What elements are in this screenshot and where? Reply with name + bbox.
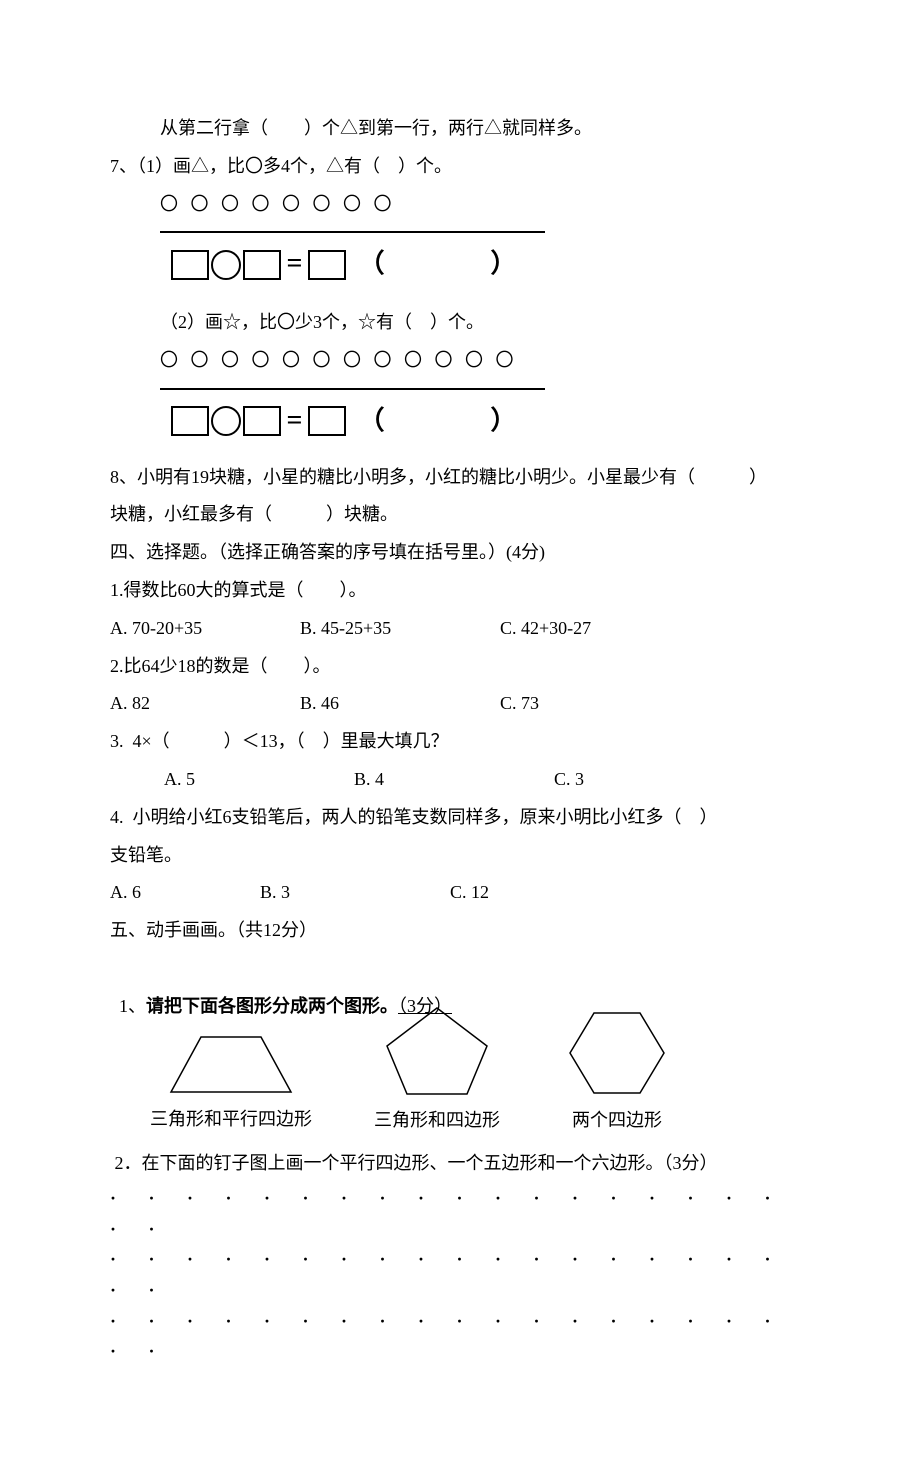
- option-b: B. 46: [300, 685, 500, 723]
- s4-q2: 2.比64少18的数是（ ）。: [110, 648, 810, 686]
- equation-placeholder-1: = （ ）: [160, 231, 545, 296]
- equals-sign: =: [283, 235, 307, 294]
- section4-title: 四、选择题。（选择正确答案的序号填在括号里。）(4分): [110, 534, 810, 572]
- box-icon: [308, 406, 346, 436]
- option-c: C. 3: [554, 761, 714, 799]
- s5-q2: 2．在下面的钉子图上画一个平行四边形、一个五边形和一个六边形。（3分）: [110, 1145, 810, 1183]
- dots-row: · · · · · · · · · · · · · · · · · · · ·: [110, 1244, 810, 1305]
- s4-q3: 3. 4×（ ）＜13，（ ）里最大填几？: [110, 723, 810, 761]
- paren-unit: （ ）: [348, 394, 534, 449]
- hexagon-poly: [570, 1013, 664, 1093]
- q7-1: 7、（1）画△，比〇多4个，△有（ ）个。: [110, 148, 810, 186]
- box-icon: [171, 406, 209, 436]
- s4-q4-line2: 支铅笔。: [110, 837, 810, 875]
- option-b: B. 45-25+35: [300, 610, 500, 648]
- paren-unit: （ ）: [348, 237, 534, 292]
- q7-circles-1: 〇 〇 〇 〇 〇 〇 〇 〇: [110, 186, 810, 224]
- trapezoid-icon: [166, 1032, 296, 1097]
- s4-q1-options: A. 70-20+35 B. 45-25+35 C. 42+30-27: [110, 610, 810, 648]
- box-icon: [243, 406, 281, 436]
- s4-q3-options: A. 5 B. 4 C. 3: [110, 761, 810, 799]
- pentagon-icon: [382, 1006, 492, 1098]
- box-icon: [308, 250, 346, 280]
- q7-2: （2）画☆，比〇少3个，☆有（ ）个。: [110, 304, 810, 342]
- shapes-row: 三角形和平行四边形 三角形和四边形 两个四边形: [110, 1032, 810, 1140]
- section5-title: 五、动手画画。（共12分）: [110, 912, 810, 950]
- option-c: C. 73: [500, 685, 660, 723]
- question-line: 从第二行拿（ ）个△到第一行，两行△就同样多。: [110, 110, 810, 148]
- box-icon: [171, 250, 209, 280]
- s4-q4-options: A. 6 B. 3 C. 12: [110, 874, 810, 912]
- hexagon-icon: [562, 1008, 672, 1098]
- circle-icon: [211, 406, 241, 436]
- s4-q1: 1.得数比60大的算式是（ ）。: [110, 572, 810, 610]
- trapezoid-poly: [171, 1037, 291, 1092]
- s5-q1-prefix: 1、: [119, 996, 146, 1016]
- option-a: A. 82: [110, 685, 300, 723]
- shape-label: 三角形和四边形: [374, 1102, 500, 1140]
- q8-line1: 8、小明有19块糖，小星的糖比小明多，小红的糖比小明少。小星最少有（ ）: [110, 459, 810, 497]
- option-b: B. 4: [354, 761, 554, 799]
- box-icon: [243, 250, 281, 280]
- q7-circles-2: 〇 〇 〇 〇 〇 〇 〇 〇 〇 〇 〇 〇: [110, 342, 810, 380]
- option-a: A. 6: [110, 874, 260, 912]
- shape-hexagon: 两个四边形: [562, 1032, 672, 1140]
- dots-row: · · · · · · · · · · · · · · · · · · · ·: [110, 1183, 810, 1244]
- circle-icon: [211, 250, 241, 280]
- shape-trapezoid: 三角形和平行四边形: [150, 1032, 312, 1140]
- indent: [110, 761, 164, 799]
- option-c: C. 12: [450, 874, 610, 912]
- option-c: C. 42+30-27: [500, 610, 660, 648]
- q8-line2: 块糖，小红最多有（ ）块糖。: [110, 496, 810, 534]
- option-b: B. 3: [260, 874, 450, 912]
- pentagon-poly: [387, 1008, 487, 1094]
- equals-sign: =: [283, 392, 307, 451]
- shape-pentagon: 三角形和四边形: [374, 1032, 500, 1140]
- option-a: A. 70-20+35: [110, 610, 300, 648]
- s4-q4-line1: 4. 小明给小红6支铅笔后，两人的铅笔支数同样多，原来小明比小红多（ ）: [110, 799, 810, 837]
- shape-label: 两个四边形: [572, 1102, 662, 1140]
- dots-row: · · · · · · · · · · · · · · · · · · · ·: [110, 1306, 810, 1367]
- shape-label: 三角形和平行四边形: [150, 1101, 312, 1139]
- equation-placeholder-2: = （ ）: [160, 388, 545, 453]
- s4-q2-options: A. 82 B. 46 C. 73: [110, 685, 810, 723]
- option-a: A. 5: [164, 761, 354, 799]
- s5-q1-bold: 请把下面各图形分成两个图形。: [146, 996, 398, 1016]
